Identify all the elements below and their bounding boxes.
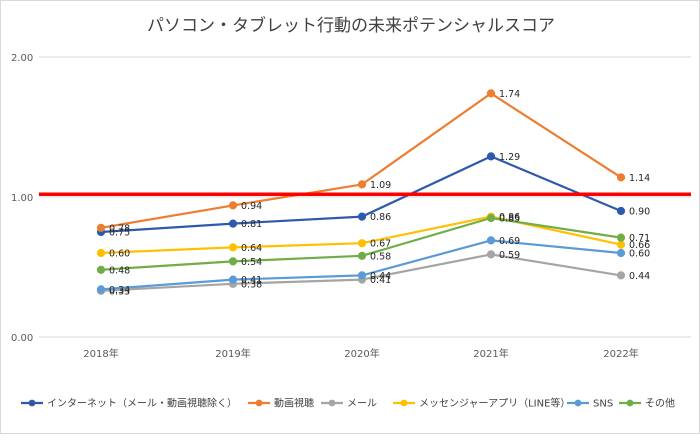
data-point	[357, 180, 367, 189]
legend: インターネット（メール・動画視聴除く） 動画視聴 メール メッセンジャーアプリ（LIN…	[21, 397, 675, 410]
data-label: 1.14	[629, 173, 650, 184]
data-label: 0.60	[109, 249, 130, 260]
data-label: 0.78	[109, 223, 130, 234]
x-tick-label: 2018年	[83, 347, 118, 360]
data-label: 0.81	[241, 219, 262, 230]
data-point	[616, 240, 626, 249]
data-label: 0.59	[499, 250, 520, 261]
data-point	[486, 89, 496, 98]
data-point	[357, 251, 367, 260]
legend-label: メール	[347, 399, 377, 410]
data-label: 0.69	[499, 236, 520, 247]
data-point	[357, 271, 367, 280]
data-point	[616, 248, 626, 258]
data-label: 0.86	[499, 212, 520, 223]
legend-label: インターネット（メール・動画視聴除く）	[47, 397, 237, 410]
x-tick-label: 2022年	[603, 347, 638, 360]
data-label: 0.75	[109, 228, 130, 239]
series-line	[100, 92, 622, 229]
y-tick-label: 1.00	[11, 193, 33, 204]
legend-marker	[400, 399, 408, 407]
data-point	[96, 248, 106, 258]
data-label: 0.90	[629, 207, 650, 218]
legend-label: 動画視聴	[274, 397, 314, 410]
data-label: 0.34	[109, 285, 130, 296]
x-tick-label: 2020年	[344, 347, 379, 360]
series-line	[100, 215, 622, 255]
data-point	[228, 201, 238, 210]
data-label: 0.66	[629, 240, 650, 251]
data-point	[357, 239, 367, 248]
data-label: 0.64	[241, 243, 262, 254]
legend-label: SNS	[593, 399, 613, 410]
data-label: 0.94	[241, 201, 262, 212]
data-label: 1.74	[499, 89, 520, 100]
legend-marker	[626, 399, 634, 407]
chart-title: パソコン・タブレット行動の未来ポテンシャルスコア	[147, 15, 555, 36]
y-axis: 0.00 1.00 2.00	[11, 53, 33, 344]
data-label: 0.41	[370, 275, 391, 286]
legend-label: その他	[645, 397, 675, 410]
data-point	[96, 223, 106, 232]
data-point	[96, 265, 106, 274]
data-label: 0.41	[241, 275, 262, 286]
x-tick-label: 2019年	[215, 347, 250, 360]
data-point	[228, 243, 238, 252]
x-axis: 2018年 2019年 2020年 2021年 2022年	[83, 347, 638, 360]
data-label: 0.48	[109, 265, 130, 276]
data-point	[486, 152, 496, 161]
legend-marker	[328, 399, 336, 407]
x-tick-label: 2021年	[473, 347, 508, 360]
data-label: 0.54	[241, 257, 262, 268]
data-point	[228, 219, 238, 228]
legend-label: メッセンジャーアプリ（LINE等）	[419, 397, 570, 410]
data-point	[96, 285, 106, 294]
legend-marker	[574, 399, 582, 407]
data-label: 0.44	[629, 271, 650, 282]
legend-marker	[28, 399, 36, 407]
series-group: 0.75 0.81 0.86 1.29 0.90 0.78 0.94 1.09 1.74 1.14…	[96, 89, 650, 297]
data-point	[228, 257, 238, 266]
data-point	[486, 213, 496, 223]
data-point	[616, 271, 626, 280]
data-point	[616, 173, 626, 182]
y-tick-label: 2.00	[11, 53, 33, 64]
data-label: 1.09	[370, 180, 391, 191]
data-label: 0.58	[370, 251, 391, 262]
data-point	[486, 250, 496, 259]
data-label: 0.67	[370, 239, 391, 250]
data-point	[228, 275, 238, 284]
data-point	[616, 206, 626, 216]
data-label: 0.71	[629, 233, 650, 244]
data-label: 0.85	[499, 214, 520, 225]
legend-marker	[255, 399, 263, 407]
data-label: 0.86	[370, 212, 391, 223]
gridlines	[39, 56, 691, 338]
data-label: 0.33	[109, 286, 130, 297]
data-point	[486, 236, 496, 245]
data-point	[357, 212, 367, 221]
data-label: 0.38	[241, 279, 262, 290]
y-tick-label: 0.00	[11, 333, 33, 344]
data-label: 1.29	[499, 152, 520, 163]
data-point	[616, 233, 626, 242]
data-label: 0.44	[370, 271, 391, 282]
data-label: 0.60	[629, 249, 650, 260]
